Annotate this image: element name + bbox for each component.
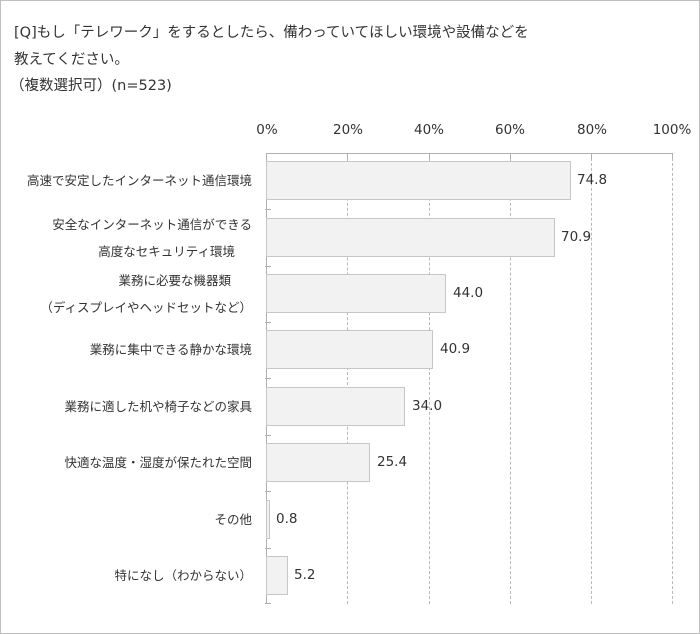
category-label-line: 業務に適した机や椅子などの家具 [64, 399, 252, 414]
x-axis-tick [347, 153, 348, 159]
value-label: 70.9 [561, 229, 592, 245]
value-label: 74.8 [577, 172, 608, 188]
plot-area: 74.8 70.9 44.0 40.9 34.0 25.4 0.8 5.2 [265, 153, 673, 604]
x-axis-tick [510, 153, 511, 159]
gridline-80 [591, 153, 592, 604]
category-label-line: （ディスプレイやヘッドセットなど） [40, 300, 252, 315]
gridline-60 [510, 153, 511, 604]
gridline-100 [672, 153, 673, 604]
category-label: 安全なインターネット通信ができる 高度なセキュリティ環境 [52, 211, 252, 265]
x-tick-100: 100% [652, 122, 692, 138]
value-label: 40.9 [440, 341, 471, 357]
y-axis-tick [265, 266, 271, 267]
category-label: 業務に必要な機器類 （ディスプレイやヘッドセットなど） [40, 267, 252, 321]
category-label: 特になし（わからない） [114, 562, 252, 589]
category-label: 業務に集中できる静かな環境 [90, 336, 252, 363]
category-label-line: 快適な温度・湿度が保たれた空間 [64, 455, 252, 470]
x-tick-60: 60% [494, 122, 526, 138]
chart-subtitle: （複数選択可）(n=523) [10, 78, 172, 94]
category-label-line: 特になし（わからない） [114, 568, 252, 583]
x-tick-40: 40% [413, 122, 445, 138]
bar-furniture [266, 387, 405, 426]
category-label-line: 安全なインターネット通信ができる [52, 217, 252, 232]
y-axis-tick [265, 491, 271, 492]
bar-equipment [266, 274, 446, 313]
x-axis-tick [591, 153, 592, 159]
category-label: その他 [214, 506, 252, 533]
x-axis-line [266, 153, 673, 154]
category-label-line: 業務に集中できる静かな環境 [89, 342, 252, 357]
bar-other [266, 500, 270, 539]
category-label: 快適な温度・湿度が保たれた空間 [64, 449, 252, 476]
bar-high-speed-internet [266, 161, 571, 200]
gridline-20 [347, 153, 348, 604]
category-label-line: 高度なセキュリティ環境 [98, 244, 235, 259]
x-axis-tick [429, 153, 430, 159]
category-label: 業務に適した机や椅子などの家具 [64, 393, 252, 420]
value-label: 0.8 [276, 511, 298, 527]
category-label-line: 高速で安定したインターネット通信環境 [26, 173, 252, 188]
category-label-line: その他 [214, 512, 252, 527]
category-label-line: 業務に必要な機器類 [118, 273, 231, 288]
gridline-40 [429, 153, 430, 604]
y-axis-tick [265, 435, 271, 436]
y-axis-tick [265, 209, 271, 210]
y-axis-tick [265, 378, 271, 379]
bar-none [266, 556, 288, 595]
bar-temperature-humidity [266, 443, 370, 482]
value-label: 34.0 [412, 398, 443, 414]
chart-title-line-1: [Q]もし「テレワーク」をするとしたら、備わっていてほしい環境や設備などを [14, 25, 529, 41]
value-label: 5.2 [294, 567, 316, 583]
bar-quiet-environment [266, 330, 433, 369]
bar-secure-network [266, 218, 555, 257]
chart-title-line-2: 教えてください。 [14, 52, 129, 68]
x-tick-80: 80% [576, 122, 608, 138]
value-label: 44.0 [453, 285, 484, 301]
y-axis-tick [265, 603, 271, 604]
y-axis-tick [265, 322, 271, 323]
category-label: 高速で安定したインターネット通信環境 [27, 167, 252, 194]
x-axis-tick [672, 153, 673, 159]
x-tick-0: 0% [256, 122, 278, 138]
x-tick-20: 20% [332, 122, 364, 138]
y-axis-tick [265, 548, 271, 549]
value-label: 25.4 [377, 454, 408, 470]
